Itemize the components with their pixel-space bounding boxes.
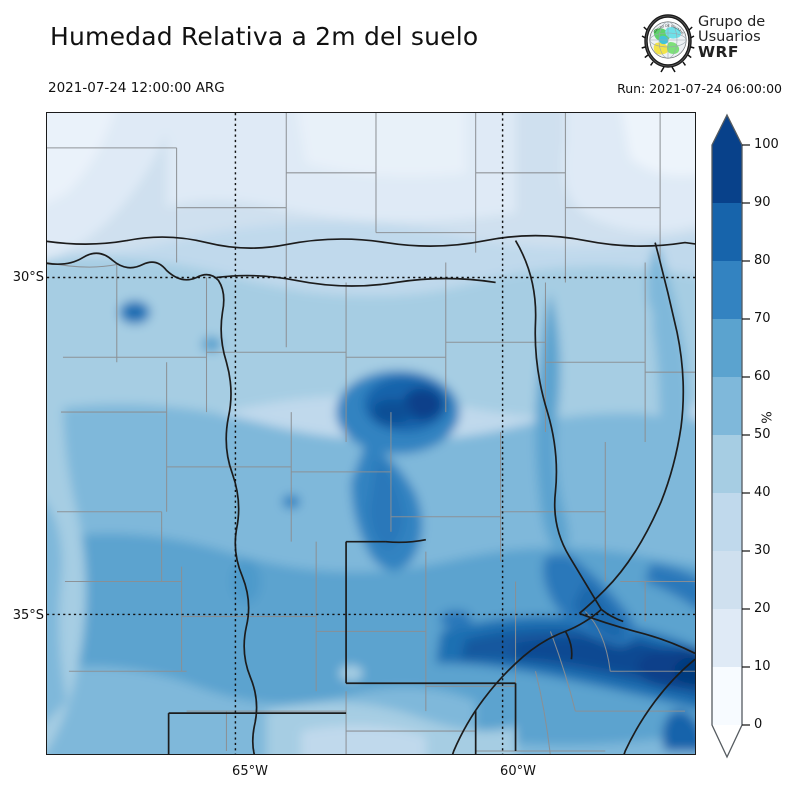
map-plot-area[interactable] — [46, 112, 696, 755]
country-borders-coastline — [47, 234, 695, 754]
colorbar-unit-label: % — [760, 411, 776, 424]
logo-line-3: WRF — [698, 42, 739, 61]
colorbar-tick-0: 0 — [754, 717, 763, 732]
colorbar-tick-90: 90 — [754, 195, 771, 210]
colorbar-tick-60: 60 — [754, 369, 771, 384]
run-time-label: Run: 2021-07-24 06:00:00 — [617, 81, 782, 96]
colorbar-tick-70: 70 — [754, 311, 771, 326]
wrf-globe-laurel-emblem-icon: GRUPO DE USUARIOS WRF ARG — [638, 11, 696, 74]
logo-line-1: Grupo de — [698, 14, 766, 30]
province-borders — [47, 113, 695, 754]
logo-text-block: Grupo de Usuarios WRF — [698, 15, 794, 61]
colorbar-tick-10: 10 — [754, 659, 771, 674]
colorbar-tick-100: 100 — [754, 137, 779, 152]
page-title: Humedad Relativa a 2m del suelo — [50, 22, 479, 51]
wrf-user-group-logo: GRUPO DE USUARIOS WRF ARG Grupo de Usuar… — [638, 11, 795, 76]
colorbar[interactable]: 100 90 80 70 60 50 40 30 20 10 0 — [706, 112, 798, 767]
lon-tick-label-60W: 60°W — [500, 764, 536, 779]
graticule-gridlines — [47, 113, 695, 754]
lon-tick-label-65W: 65°W — [232, 764, 268, 779]
logo-line-2: Usuarios — [698, 28, 761, 45]
valid-time-label: 2021-07-24 12:00:00 ARG — [48, 80, 225, 96]
colorbar-tick-20: 20 — [754, 601, 771, 616]
colorbar-tick-30: 30 — [754, 543, 771, 558]
colorbar-tick-80: 80 — [754, 253, 771, 268]
lat-tick-label-35S: 35°S — [12, 608, 44, 623]
colorbar-tick-50: 50 — [754, 427, 771, 442]
colorbar-tick-40: 40 — [754, 485, 771, 500]
colorbar-gradient-bar — [711, 113, 750, 759]
lat-tick-label-30S: 30°S — [12, 270, 44, 285]
relative-humidity-field — [47, 113, 695, 754]
